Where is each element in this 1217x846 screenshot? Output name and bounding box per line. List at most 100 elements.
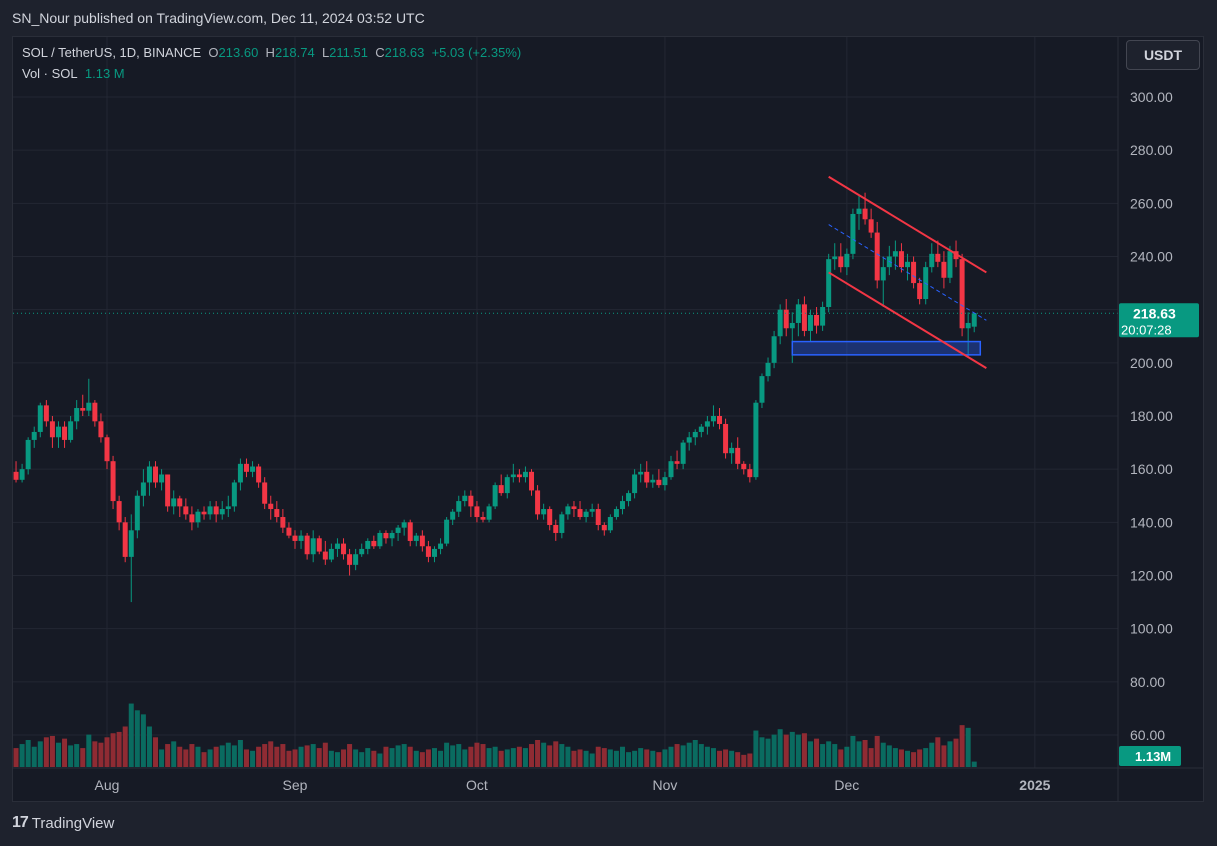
volume-bar <box>595 746 601 767</box>
candles <box>13 192 977 603</box>
candle-body <box>826 259 832 308</box>
candle-body <box>237 463 243 483</box>
chart-frame[interactable] <box>12 36 1204 802</box>
candle-body <box>783 309 789 329</box>
candle-body <box>292 535 298 541</box>
candle-body <box>468 495 474 507</box>
volume-bar <box>735 752 741 767</box>
volume-bar <box>644 749 650 767</box>
volume-bar <box>341 749 347 767</box>
volume-bar <box>607 749 613 767</box>
candle-body <box>171 498 177 507</box>
volume-bar <box>86 734 92 767</box>
volume-bar <box>177 746 183 767</box>
volume-bar <box>923 748 929 767</box>
volume-bar <box>213 746 219 767</box>
volume-bar <box>965 727 971 767</box>
candle-body <box>122 522 128 557</box>
volume-bar <box>510 748 516 767</box>
volume-bar <box>207 749 213 767</box>
volume-bar <box>310 744 316 767</box>
candle-body <box>219 509 225 515</box>
volume-bar <box>935 737 941 767</box>
candle-body <box>280 517 286 528</box>
candle-body <box>37 405 43 432</box>
currency-button[interactable]: USDT <box>1126 40 1200 70</box>
symbol-label[interactable]: SOL / TetherUS, 1D, BINANCE <box>22 45 202 60</box>
volume-bar <box>474 742 480 767</box>
candle-body <box>807 314 813 331</box>
x-tick-label: Aug <box>95 777 120 793</box>
volume-bar <box>383 746 389 767</box>
candle-body <box>935 253 941 262</box>
volume-bar <box>25 740 31 767</box>
volume-bar <box>292 749 298 767</box>
candle-body <box>201 511 207 515</box>
candle-body <box>116 501 122 523</box>
volume-bar <box>692 740 698 767</box>
y-tick-label: 80.00 <box>1130 674 1165 690</box>
volume-bar <box>674 744 680 767</box>
volume-bar <box>892 748 898 767</box>
candle-body <box>425 546 431 557</box>
volume-bar <box>231 745 237 767</box>
volume-label[interactable]: Vol · SOL <box>22 66 78 81</box>
volume-bar <box>201 752 207 767</box>
candle-body <box>571 506 577 510</box>
volume-bar <box>377 753 383 767</box>
candle-body <box>183 506 189 515</box>
candle-body <box>389 532 395 539</box>
candle-body <box>413 535 419 541</box>
tradingview-footer[interactable]: 17 TradingView <box>12 814 114 832</box>
y-tick-label: 60.00 <box>1130 727 1165 743</box>
candle-body <box>195 511 201 523</box>
volume-bar <box>856 741 862 767</box>
volume-bar <box>632 750 638 767</box>
volume-bar <box>723 749 729 767</box>
y-tick-label: 180.00 <box>1130 408 1173 424</box>
x-tick-label: Dec <box>834 777 859 793</box>
volume-bar <box>874 735 880 767</box>
candle-body <box>25 439 31 470</box>
support-zone <box>791 340 982 356</box>
volume-bar <box>80 748 86 767</box>
candle-body <box>777 309 783 337</box>
volume-bar <box>334 752 340 767</box>
volume-bar <box>98 742 104 767</box>
volume-bar <box>826 741 832 767</box>
candle-body <box>407 522 413 541</box>
volume-tag-label: 1.13M <box>1135 749 1171 764</box>
candle-body <box>377 532 383 547</box>
volume-bar <box>195 746 201 767</box>
price-axis: 60.00 80.00 100.00 120.00 140.00 160.00 180.00… <box>13 37 1203 801</box>
high-value: 218.74 <box>274 45 315 60</box>
volume-bar <box>662 749 668 767</box>
volume-row: Vol · SOL 1.13 M <box>22 66 521 87</box>
candle-body <box>444 519 450 544</box>
volume-bar <box>55 742 61 767</box>
volume-bar <box>219 745 225 767</box>
y-tick-label: 200.00 <box>1130 355 1173 371</box>
volume-bar <box>868 748 874 767</box>
candle-body <box>765 362 771 377</box>
volume-bar <box>116 731 122 767</box>
grid <box>13 37 1118 768</box>
candle-body <box>365 540 371 549</box>
y-tick-label: 280.00 <box>1130 142 1173 158</box>
volume-bar <box>49 735 55 767</box>
y-tick-label: 120.00 <box>1130 568 1173 584</box>
candle-body <box>274 509 280 518</box>
channel-mid-line <box>828 224 987 321</box>
candle-body <box>559 514 565 533</box>
candle-body <box>177 498 183 507</box>
volume-bar <box>68 745 74 767</box>
publisher-line: SN_Nour published on TradingView.com, De… <box>12 10 425 26</box>
candle-body <box>698 426 704 432</box>
candle-body <box>110 461 116 502</box>
volume-bar <box>729 750 735 767</box>
ohlc-row: SOL / TetherUS, 1D, BINANCE O213.60 H218… <box>22 45 521 66</box>
volume-bar <box>389 748 395 767</box>
tradingview-logo-icon: 17 <box>12 814 29 831</box>
volume-bar <box>134 710 140 767</box>
